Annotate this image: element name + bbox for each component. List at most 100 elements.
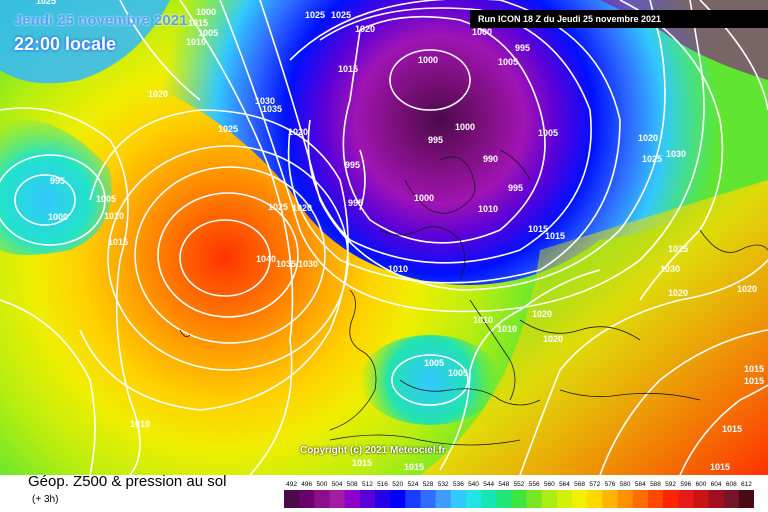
- isobar-label: 1010: [130, 419, 150, 429]
- scale-label: 500: [316, 481, 327, 488]
- isobar-label: 1010: [186, 37, 206, 47]
- scale-label: 552: [514, 481, 525, 488]
- scale-label: 584: [635, 481, 646, 488]
- scale-swatch: [541, 490, 558, 508]
- scale-swatch: [405, 490, 421, 508]
- scale-label: 536: [453, 481, 464, 488]
- isobar-label: 1025: [668, 244, 688, 254]
- scale-label: 592: [665, 481, 676, 488]
- isobar-label: 1035: [276, 259, 296, 269]
- isobar-label: 1025: [331, 10, 351, 20]
- isobar-label: 995: [515, 43, 530, 53]
- isobar-label: 990: [483, 154, 498, 164]
- southeast-field: [420, 180, 768, 475]
- scale-label: 492: [286, 481, 297, 488]
- scale-swatch: [329, 490, 345, 508]
- isobar-label: 1000: [414, 193, 434, 203]
- scale-swatch: [435, 490, 452, 508]
- isobar-label: 1020: [638, 133, 658, 143]
- isobar-label: 1015: [744, 364, 764, 374]
- scale-swatch: [617, 490, 633, 508]
- isobar-label: 995: [50, 176, 65, 186]
- isobar-label: 1030: [660, 264, 680, 274]
- scale-swatch: [511, 490, 527, 508]
- isobar-label: 1000: [48, 212, 68, 222]
- scale-swatch: [526, 490, 543, 508]
- scale-label: 564: [559, 481, 570, 488]
- scale-label: 568: [574, 481, 585, 488]
- forecast-date: Jeudi 25 novembre 2021: [14, 12, 188, 29]
- scale-label: 496: [301, 481, 312, 488]
- weather-map: 1000 1015 1005 1010 1025 1025 1020 1015 …: [0, 0, 768, 475]
- scale-swatch: [465, 490, 482, 508]
- copyright-text: Copyright (c) 2021 Meteociel.fr: [300, 445, 446, 456]
- scale-swatch: [708, 490, 724, 508]
- scale-swatch: [390, 490, 406, 508]
- trough-field: [133, 0, 768, 285]
- scale-label: 544: [483, 481, 494, 488]
- scale-swatch: [284, 490, 300, 508]
- scale-label: 604: [711, 481, 722, 488]
- scale-label: 532: [438, 481, 449, 488]
- isobar-label: 1025: [218, 124, 238, 134]
- isobar-label: 995: [345, 160, 360, 170]
- scale-label: 572: [589, 481, 600, 488]
- isobar-label: 1005: [96, 194, 116, 204]
- scale-swatch: [556, 490, 573, 508]
- isobar-label: 1015: [338, 64, 358, 74]
- scale-label: 608: [726, 481, 737, 488]
- isobar-label: 1000: [196, 7, 216, 17]
- scale-swatch: [375, 490, 391, 508]
- isobar-lines: [0, 0, 768, 475]
- isobar-label: 995: [508, 183, 523, 193]
- scale-swatch: [663, 490, 679, 508]
- scale-swatch: [738, 490, 754, 508]
- isobar-label: 1015: [404, 462, 424, 472]
- isobar-label: 1020: [148, 89, 168, 99]
- scale-swatch: [481, 490, 497, 508]
- isobar-label: 1020: [292, 203, 312, 213]
- isobar-label: 1015: [188, 18, 208, 28]
- isobar-label: 1020: [668, 288, 688, 298]
- scale-label: 596: [680, 481, 691, 488]
- scale-label: 580: [620, 481, 631, 488]
- scale-swatch: [632, 490, 649, 508]
- isobar-label: 1010: [473, 315, 493, 325]
- isobar-label: 1005: [498, 57, 518, 67]
- northwest-field: [0, 0, 170, 84]
- isobar-label: 1025: [36, 0, 56, 6]
- scale-label: 548: [498, 481, 509, 488]
- scale-label: 600: [695, 481, 706, 488]
- isobar-label: 1005: [424, 358, 444, 368]
- scale-label: 588: [650, 481, 661, 488]
- scale-label: 528: [423, 481, 434, 488]
- scale-label: 560: [544, 481, 555, 488]
- isobar-label: 1015: [710, 462, 730, 472]
- isobar-label: 1015: [528, 224, 548, 234]
- isobar-label: 1005: [538, 128, 558, 138]
- scale-swatch: [647, 490, 664, 508]
- isobar-label: 1010: [104, 211, 124, 221]
- scale-label: 556: [529, 481, 540, 488]
- scale-swatch: [587, 490, 603, 508]
- coastlines: [179, 149, 768, 446]
- isobar-label: 1000: [455, 122, 475, 132]
- isobar-label: 995: [428, 135, 443, 145]
- lead-time: (+ 3h): [32, 494, 59, 505]
- scale-swatch: [450, 490, 467, 508]
- scale-swatch: [344, 490, 361, 508]
- isobar-label: 1010: [478, 204, 498, 214]
- isobar-label: 1040: [256, 254, 276, 264]
- scale-label: 516: [377, 481, 388, 488]
- isobar-label: 1025: [642, 154, 662, 164]
- isobar-label: 1020: [355, 24, 375, 34]
- isobar-label: 1005: [198, 28, 218, 38]
- scale-swatch: [572, 490, 588, 508]
- isobar-label: 1030: [666, 149, 686, 159]
- scale-swatch: [723, 490, 740, 508]
- isobar-label: 1015: [352, 458, 372, 468]
- scale-swatch: [678, 490, 694, 508]
- isobar-label: 1015: [744, 376, 764, 386]
- forecast-time: 22:00 locale: [14, 34, 117, 54]
- isobar-label: 1025: [268, 202, 288, 212]
